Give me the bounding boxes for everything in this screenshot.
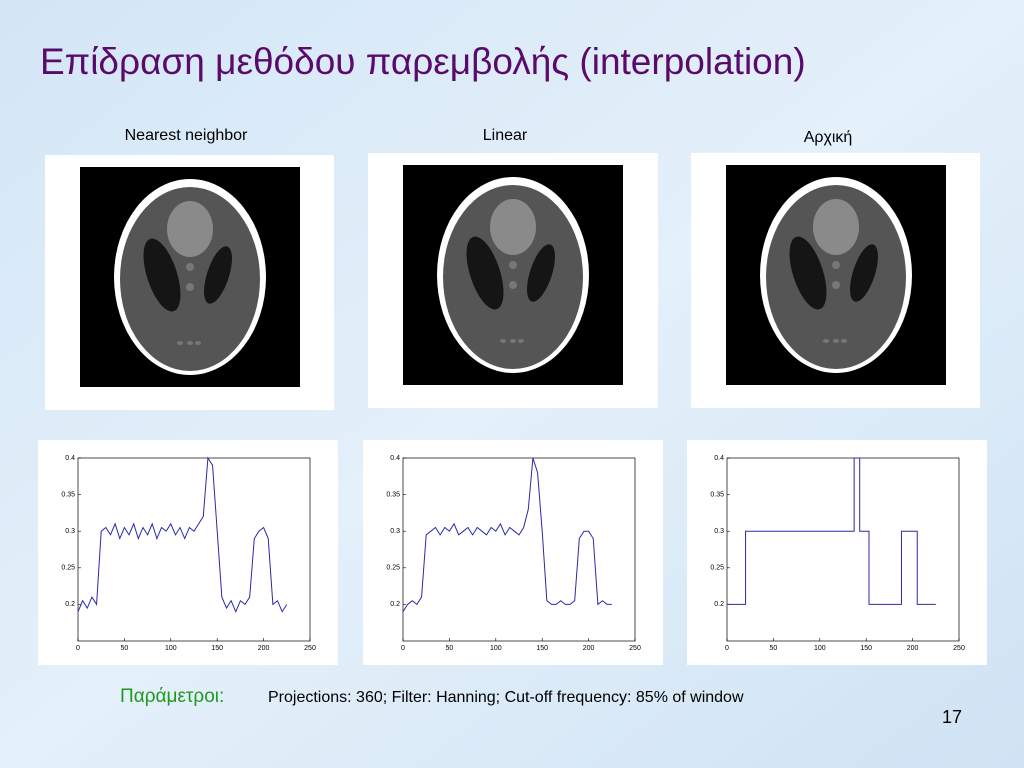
y-tick-label: 0.35 xyxy=(710,491,724,498)
chart-panel xyxy=(363,440,663,665)
parameters-label: Παράμετροι: xyxy=(120,686,224,707)
x-tick-label: 150 xyxy=(536,645,548,652)
phantom-image xyxy=(726,165,946,385)
x-tick-label: 250 xyxy=(304,645,316,652)
y-tick-label: 0.25 xyxy=(386,565,400,572)
y-tick-label: 0.2 xyxy=(714,601,724,608)
x-tick-label: 50 xyxy=(446,645,454,652)
panel-label: Nearest neighbor xyxy=(125,127,248,144)
y-tick-label: 0.2 xyxy=(390,601,400,608)
x-tick-label: 50 xyxy=(121,645,129,652)
phantom-image xyxy=(80,167,300,387)
y-tick-label: 0.4 xyxy=(390,455,400,462)
x-tick-label: 250 xyxy=(953,645,965,652)
chart-panel xyxy=(687,440,987,665)
panel-label: Αρχική xyxy=(804,129,853,146)
x-tick-label: 200 xyxy=(907,645,919,652)
chart-panel xyxy=(38,440,338,665)
x-tick-label: 100 xyxy=(165,645,177,652)
x-tick-label: 0 xyxy=(725,645,729,652)
y-tick-label: 0.2 xyxy=(65,601,75,608)
y-tick-label: 0.4 xyxy=(714,455,724,462)
line xyxy=(77,456,288,614)
plot-frame xyxy=(726,457,960,642)
y-tick-label: 0.3 xyxy=(714,528,724,535)
y-tick-label: 0.3 xyxy=(65,528,75,535)
y-tick-label: 0.35 xyxy=(386,491,400,498)
x-tick-label: 200 xyxy=(583,645,595,652)
parameters-text: Projections: 360; Filter: Hanning; Cut-o… xyxy=(268,689,744,706)
plot-frame xyxy=(77,457,311,642)
x-tick-label: 150 xyxy=(860,645,872,652)
x-tick-label: 200 xyxy=(258,645,270,652)
slide-title: Επίδραση μεθόδου παρεμβολής (interpolati… xyxy=(40,41,806,82)
x-tick-label: 250 xyxy=(629,645,641,652)
y-tick-label: 0.25 xyxy=(710,565,724,572)
y-tick-label: 0.25 xyxy=(61,565,75,572)
phantom-image xyxy=(403,165,623,385)
x-tick-label: 150 xyxy=(211,645,223,652)
line xyxy=(402,457,612,612)
y-tick-label: 0.4 xyxy=(65,455,75,462)
y-tick-label: 0.3 xyxy=(390,528,400,535)
panel-label: Linear xyxy=(483,127,528,144)
y-tick-label: 0.35 xyxy=(61,491,75,498)
page-number: 17 xyxy=(942,707,962,727)
x-tick-label: 50 xyxy=(770,645,778,652)
x-tick-label: 100 xyxy=(814,645,826,652)
x-tick-label: 0 xyxy=(76,645,80,652)
x-tick-label: 0 xyxy=(401,645,405,652)
x-tick-label: 100 xyxy=(490,645,502,652)
plot-frame xyxy=(402,457,636,642)
line xyxy=(727,457,936,605)
